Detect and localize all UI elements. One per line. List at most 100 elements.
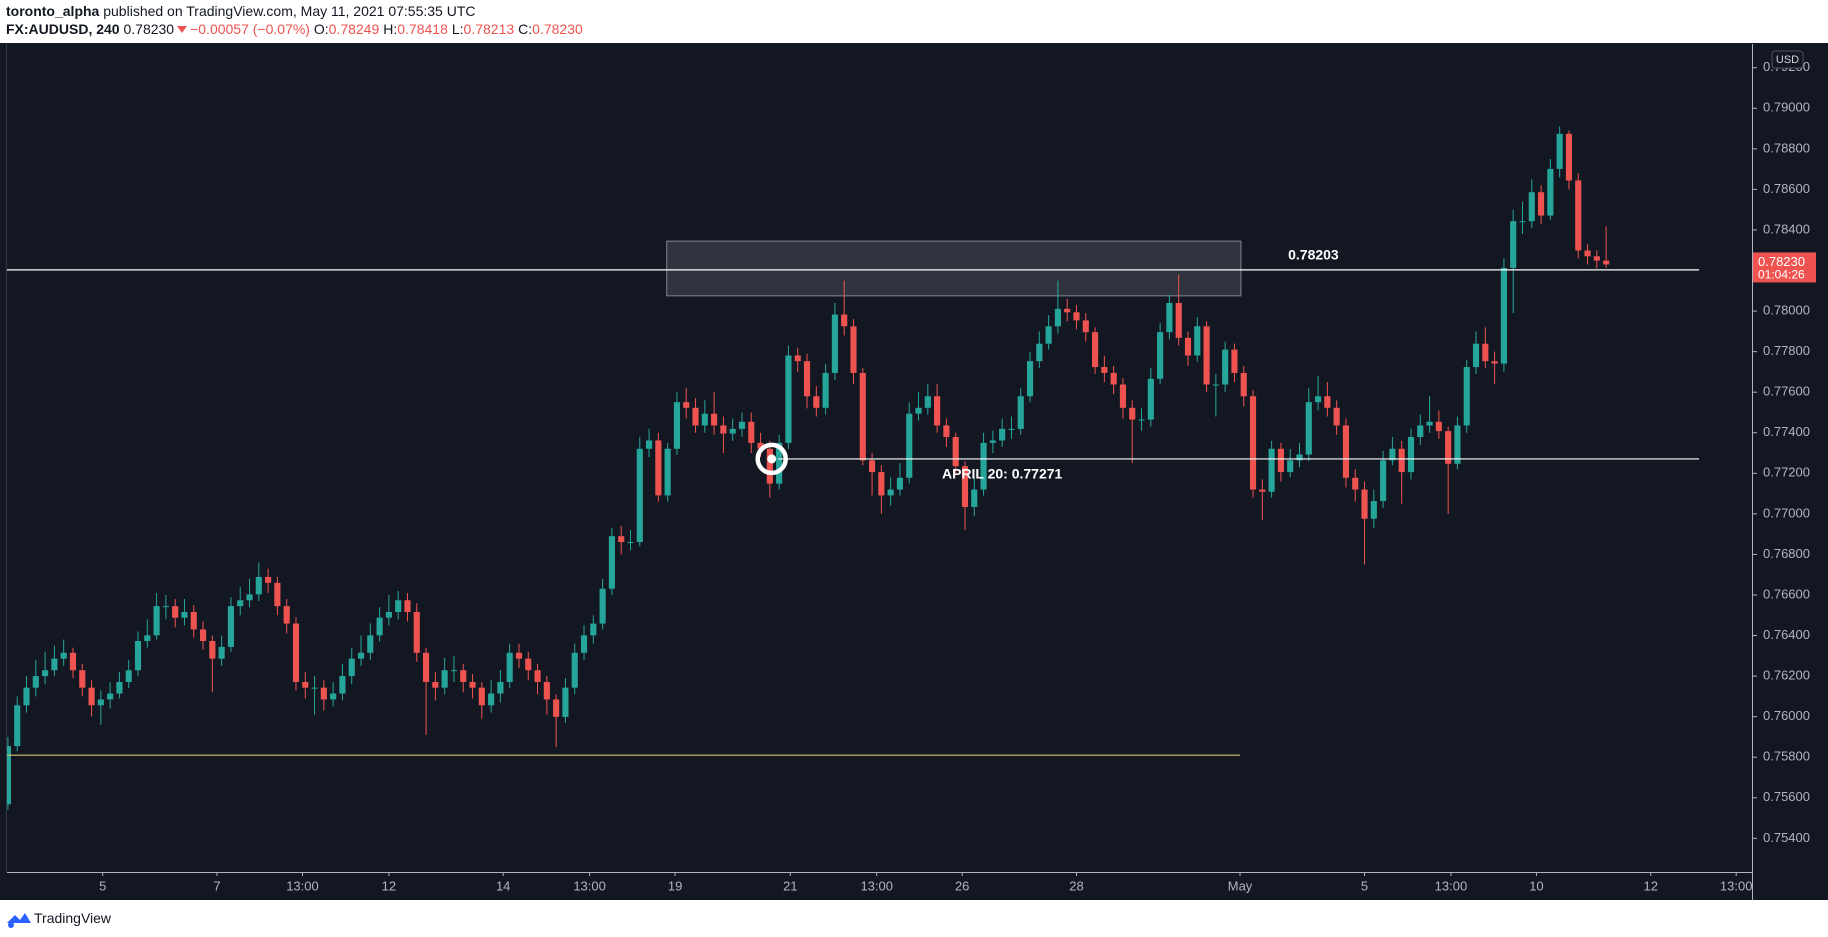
x-tick-label: 13:00	[1435, 878, 1468, 893]
candle-body	[190, 612, 197, 630]
candle-body	[1110, 372, 1117, 385]
candle-body	[1519, 221, 1526, 223]
candle-body	[525, 658, 532, 671]
candle-body	[859, 372, 866, 461]
candle-body	[971, 489, 978, 507]
candle-body	[497, 681, 504, 694]
y-tick-label: 0.79000	[1763, 100, 1810, 115]
candle-body	[1045, 326, 1052, 344]
candle-body	[1277, 448, 1284, 473]
footer: TradingView	[0, 900, 1828, 937]
logo	[7, 913, 31, 928]
candle-body	[1472, 343, 1480, 368]
ohlc-value: 0.78249	[328, 21, 380, 37]
candle-body	[1231, 349, 1238, 373]
candle-body	[711, 413, 718, 426]
x-tick-label: 5	[1361, 878, 1368, 893]
candle-body	[125, 670, 132, 682]
candle-body	[469, 681, 476, 688]
candle-body	[1454, 425, 1461, 464]
candle-body	[395, 600, 402, 613]
y-tick-label: 0.78600	[1763, 181, 1810, 196]
candle-body	[1417, 425, 1424, 438]
candle-body	[1361, 489, 1368, 519]
candle-body	[1510, 221, 1517, 268]
candle-body	[1147, 378, 1154, 420]
header: toronto_alpha published on TradingView.c…	[0, 0, 1828, 43]
publish-line: toronto_alpha published on TradingView.c…	[6, 3, 476, 19]
candle-body	[376, 617, 383, 636]
y-tick-label: 0.75600	[1763, 789, 1810, 804]
candle-body	[14, 705, 21, 747]
candle-body	[673, 402, 681, 449]
x-tick-label: 26	[955, 878, 969, 893]
ohlc-key: O:	[313, 21, 329, 37]
x-tick-label: 21	[783, 878, 797, 893]
candle-body	[655, 440, 662, 496]
candle-body	[887, 489, 894, 496]
candle-body	[311, 687, 318, 689]
candle-body	[906, 413, 913, 478]
candle-body	[460, 670, 467, 682]
candle-body	[1547, 168, 1554, 216]
y-tick-label: 0.76200	[1763, 668, 1810, 683]
down-arrow	[177, 26, 188, 33]
candle-body	[1305, 402, 1312, 455]
candle-body	[32, 676, 39, 688]
candle-body	[1528, 192, 1535, 222]
symbol: FX:AUDUSD, 240	[6, 21, 120, 37]
candle-body	[1333, 407, 1340, 426]
candle-body	[134, 641, 142, 671]
candle-body	[515, 652, 523, 659]
chart-background	[0, 43, 1828, 900]
candle-body	[590, 623, 597, 636]
candle-body	[209, 641, 216, 659]
y-tick-label: 0.78800	[1763, 140, 1810, 155]
candle-body	[348, 658, 355, 677]
candle-body	[1249, 396, 1257, 490]
candle-body	[1287, 460, 1294, 473]
candle-body	[664, 448, 671, 496]
candle-body	[1463, 367, 1470, 426]
candle-body	[1222, 349, 1229, 385]
candle-body	[283, 606, 290, 624]
candle-body	[1575, 180, 1582, 251]
candle-body	[683, 402, 690, 408]
candle-body	[1538, 192, 1545, 216]
candle-body	[478, 687, 485, 706]
candle-body	[172, 606, 179, 618]
brand: TradingView	[34, 910, 112, 926]
candle-body	[543, 681, 550, 700]
candle-body	[831, 314, 838, 373]
candle-body	[1324, 396, 1331, 408]
target-dot	[767, 454, 777, 464]
change: −0.00057 (−0.07%)	[190, 21, 310, 37]
candle-body	[441, 670, 448, 688]
candle-body	[274, 582, 281, 607]
candle-body	[1064, 308, 1071, 313]
candle-body	[1166, 302, 1173, 333]
candle-body	[1184, 337, 1192, 356]
ohlc-value: 0.78213	[463, 21, 515, 37]
last-price-label: 0.78230	[1758, 254, 1805, 269]
candle-body	[1092, 332, 1099, 368]
x-tick-label: 13:00	[1720, 878, 1753, 893]
candle-body	[1026, 361, 1034, 397]
candle-body	[1426, 421, 1433, 426]
ohlc-value: 0.78230	[532, 21, 583, 37]
ohlc-value: 0.78418	[397, 21, 448, 37]
candle-body	[608, 536, 615, 589]
candle-body	[869, 460, 876, 473]
currency-label: USD	[1776, 54, 1799, 66]
level-label: 0.78203	[1288, 247, 1339, 263]
candle-body	[330, 693, 337, 700]
currency-badge	[1771, 50, 1804, 69]
published: published on TradingView.com, May 11, 20…	[103, 3, 476, 19]
x-tick-label: 13:00	[860, 878, 893, 893]
candle-body	[720, 425, 727, 434]
candle-body	[1389, 448, 1396, 461]
candle-body	[1203, 326, 1210, 385]
candle-body	[757, 442, 764, 449]
candle-body	[1240, 372, 1247, 397]
candle-body	[952, 437, 959, 467]
